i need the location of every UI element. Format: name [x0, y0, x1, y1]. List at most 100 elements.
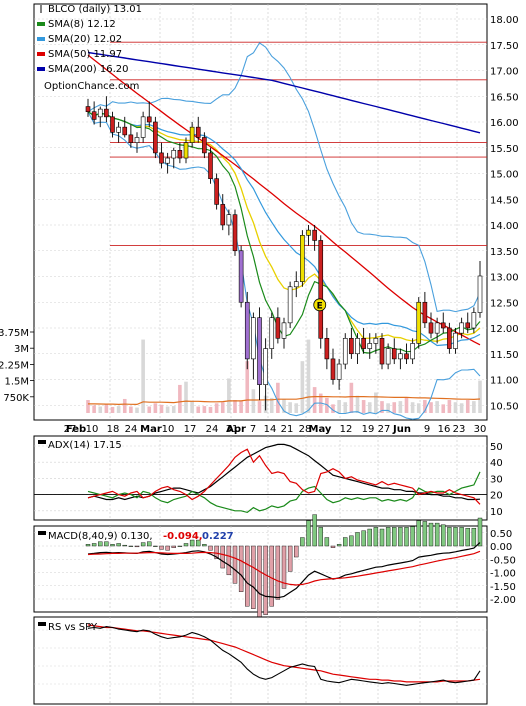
price-tick-label: 12.00	[490, 324, 519, 335]
candle-body	[91, 111, 97, 120]
volume-bar	[441, 404, 446, 413]
macd-histogram-bar	[300, 537, 305, 547]
volume-bar	[135, 407, 139, 413]
x-tick-label: Mar	[140, 424, 162, 435]
macd-histogram-bar	[471, 527, 477, 547]
volume-bar	[104, 404, 109, 413]
rs-legend-swatch	[38, 622, 46, 626]
macd-histogram-bar	[281, 545, 287, 589]
volume-bar	[147, 406, 152, 413]
candle-body	[232, 214, 238, 252]
volume-bar	[153, 403, 158, 413]
macd-histogram-bar	[85, 544, 91, 547]
candle-body	[398, 353, 403, 360]
volume-bar	[447, 400, 452, 413]
macd-histogram-bar	[159, 545, 164, 550]
x-tick-label: 24	[125, 424, 138, 435]
macd-histogram-bar	[428, 522, 434, 547]
price-tick-label: 16.00	[490, 118, 519, 129]
volume-bar	[202, 406, 207, 413]
macd-histogram-bar	[183, 543, 189, 547]
volume-bar	[208, 406, 213, 413]
volume-bar	[184, 381, 188, 413]
volume-bar	[245, 361, 250, 413]
macd-histogram-bar	[385, 527, 391, 547]
candle-body	[416, 301, 422, 344]
x-tick-label: 19	[362, 424, 375, 435]
volume-bar	[410, 402, 415, 413]
price-tick-label: 13.00	[490, 273, 519, 284]
candle-body	[355, 337, 360, 355]
x-tick-label: 21	[281, 424, 294, 435]
volume-bar	[141, 339, 145, 413]
candle-body	[324, 337, 330, 360]
volume-bar	[116, 406, 121, 413]
price-frame	[33, 3, 488, 421]
macd-histogram-bar	[422, 521, 428, 547]
candle-body	[361, 337, 366, 349]
macd-histogram-bar	[91, 543, 97, 547]
macd-histogram-bar	[465, 527, 470, 547]
macd-histogram-bar	[232, 545, 238, 584]
volume-bar	[129, 406, 133, 413]
candle-body	[342, 337, 348, 365]
candle-body	[189, 126, 195, 143]
volume-bar	[220, 402, 225, 413]
volume-bar	[92, 405, 96, 413]
volume-bar	[165, 406, 170, 413]
macd-histogram-bar	[447, 527, 452, 547]
price-tick-label: 15.00	[490, 170, 519, 181]
candle-body	[477, 275, 483, 313]
candle-body	[447, 327, 452, 349]
earnings-marker-label: E	[317, 301, 323, 311]
macd-signal-value: -0.094,	[163, 531, 203, 542]
macd-histogram-bar	[165, 545, 170, 551]
macd-histogram-bar	[269, 545, 274, 607]
candle-body	[275, 317, 281, 339]
price-tick-label: 17.50	[490, 41, 519, 52]
volume-bar	[343, 402, 348, 413]
volume-tick-label: 750K	[3, 393, 29, 404]
adx-series-adx	[87, 443, 481, 501]
volume-bar	[416, 403, 421, 413]
volume-bar	[312, 387, 317, 413]
candle-body	[300, 235, 305, 282]
macd-histogram-bar	[441, 524, 446, 547]
macd-histogram-bar	[202, 544, 207, 547]
volume-bar	[465, 400, 470, 413]
macd-histogram-bar	[355, 532, 360, 547]
candle-body	[306, 229, 311, 236]
bollinger-lower-line	[87, 111, 481, 420]
candle-body	[214, 178, 219, 205]
price-tick-label: 17.00	[490, 67, 519, 78]
candle-body	[428, 322, 434, 334]
adx-panel: 50 40 30 20 10 ADX(14) 17.15	[33, 435, 503, 521]
price-tick-label: 18.00	[490, 15, 519, 26]
volume-bar	[282, 398, 286, 413]
volume-tick-label: 2.25M	[0, 360, 29, 371]
macd-panel: 0.50 0.00 -0.50 -1.00 -1.50 -2.00 MACD(8,40,9)…	[33, 514, 516, 618]
candle-body	[122, 126, 128, 136]
candle-body	[128, 134, 134, 143]
candle-body	[312, 229, 317, 241]
candle-body	[165, 157, 170, 164]
volume-bar	[325, 397, 329, 413]
macd-histogram-bar	[116, 543, 121, 547]
candle-body	[140, 116, 146, 138]
volume-bar	[355, 395, 360, 413]
candle-body	[85, 106, 91, 113]
macd-histogram-bar	[110, 544, 115, 547]
macd-histogram-bar	[220, 545, 225, 569]
macd-histogram-bar	[367, 528, 372, 547]
candle-body	[293, 281, 299, 288]
macd-histogram-bar	[251, 545, 256, 609]
macd-histogram-bar	[410, 526, 415, 547]
sma50-line	[87, 54, 481, 346]
macd-histogram-bar	[275, 545, 281, 600]
candle-body	[330, 358, 336, 380]
macd-histogram-bar	[343, 537, 348, 547]
legend-label: SMA(200) 16.20	[48, 64, 129, 75]
macd-legend-swatch	[38, 531, 46, 535]
candle-body	[177, 150, 183, 159]
